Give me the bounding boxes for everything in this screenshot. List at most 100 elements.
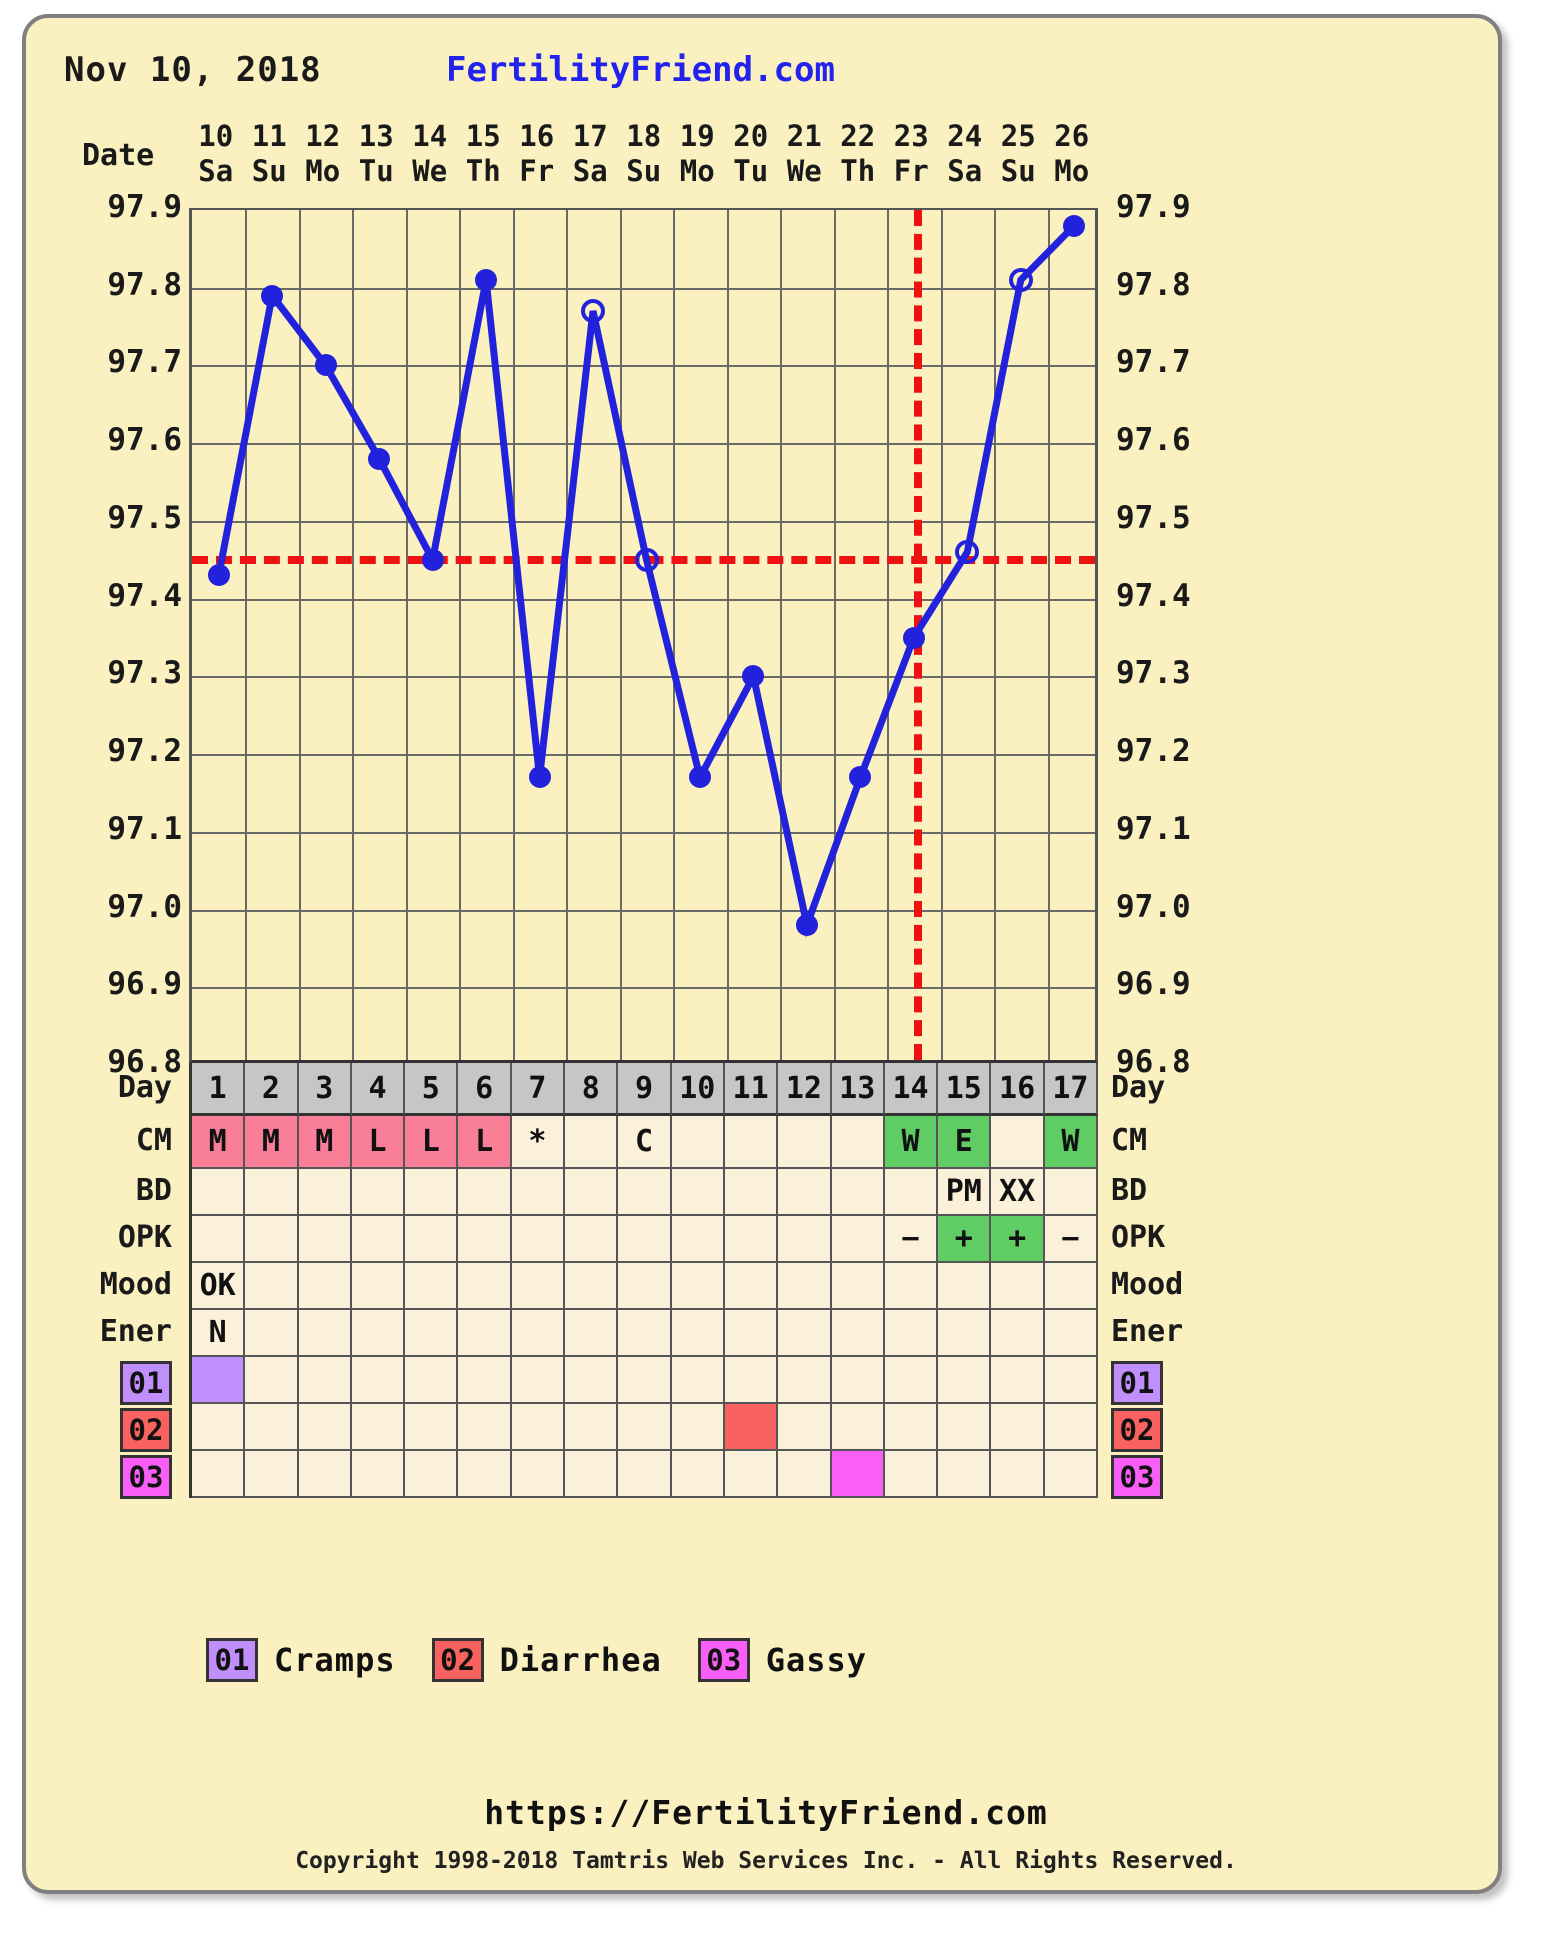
table-cell[interactable]: L	[405, 1116, 459, 1169]
temperature-point[interactable]	[955, 540, 980, 564]
table-cell[interactable]	[778, 1357, 832, 1404]
table-cell[interactable]	[245, 1357, 299, 1404]
table-cell[interactable]	[351, 1357, 406, 1404]
table-cell[interactable]	[991, 1404, 1045, 1451]
table-cell[interactable]	[778, 1451, 832, 1498]
table-cell[interactable]	[245, 1216, 299, 1263]
table-cell[interactable]	[1044, 1404, 1099, 1451]
table-cell[interactable]: 8	[565, 1063, 619, 1116]
table-cell[interactable]: 1	[192, 1063, 246, 1116]
table-cell[interactable]	[405, 1357, 459, 1404]
table-cell[interactable]	[618, 1404, 672, 1451]
table-cell[interactable]	[671, 1310, 725, 1357]
table-cell[interactable]	[778, 1310, 832, 1357]
table-cell[interactable]	[884, 1451, 939, 1498]
table-cell[interactable]	[405, 1310, 459, 1357]
table-cell[interactable]	[298, 1310, 352, 1357]
table-cell[interactable]	[778, 1169, 832, 1216]
temperature-point[interactable]	[1008, 267, 1033, 292]
table-cell[interactable]	[724, 1216, 779, 1263]
table-cell[interactable]	[938, 1357, 992, 1404]
table-cell[interactable]	[831, 1310, 885, 1357]
table-cell[interactable]	[831, 1357, 885, 1404]
table-cell[interactable]: 2	[245, 1063, 299, 1116]
temperature-point[interactable]	[688, 766, 711, 789]
table-cell[interactable]	[298, 1169, 352, 1216]
table-cell[interactable]	[245, 1310, 299, 1357]
table-cell[interactable]	[1044, 1451, 1099, 1498]
table-cell[interactable]	[778, 1116, 832, 1169]
table-cell[interactable]	[618, 1310, 672, 1357]
table-cell[interactable]	[938, 1310, 992, 1357]
table-cell[interactable]	[831, 1216, 885, 1263]
temperature-point[interactable]	[902, 626, 925, 649]
table-cell[interactable]: L	[458, 1116, 512, 1169]
table-cell[interactable]	[884, 1263, 939, 1310]
table-cell[interactable]: N	[192, 1310, 246, 1357]
table-cell[interactable]	[351, 1310, 406, 1357]
table-cell[interactable]	[671, 1169, 725, 1216]
table-cell[interactable]	[991, 1116, 1045, 1169]
table-cell[interactable]: −	[884, 1216, 939, 1263]
table-cell[interactable]	[831, 1404, 885, 1451]
table-cell[interactable]	[351, 1263, 406, 1310]
table-cell[interactable]	[458, 1216, 512, 1263]
table-cell[interactable]	[565, 1169, 619, 1216]
table-cell[interactable]	[458, 1169, 512, 1216]
temperature-point[interactable]	[475, 268, 498, 291]
table-cell[interactable]	[778, 1404, 832, 1451]
table-cell[interactable]	[1044, 1357, 1099, 1404]
table-cell[interactable]	[724, 1357, 779, 1404]
table-cell[interactable]	[511, 1216, 566, 1263]
table-cell[interactable]	[991, 1263, 1045, 1310]
table-cell[interactable]	[511, 1310, 566, 1357]
table-cell[interactable]	[991, 1357, 1045, 1404]
footer-url[interactable]: https://FertilityFriend.com	[484, 1793, 1048, 1832]
table-cell[interactable]	[298, 1404, 352, 1451]
table-cell[interactable]: 10	[671, 1063, 725, 1116]
table-cell[interactable]	[458, 1451, 512, 1498]
temperature-point[interactable]	[207, 564, 230, 587]
table-cell[interactable]	[831, 1169, 885, 1216]
table-cell[interactable]: *	[511, 1116, 566, 1169]
table-cell[interactable]	[724, 1310, 779, 1357]
table-cell[interactable]: 3	[298, 1063, 352, 1116]
table-cell[interactable]	[511, 1404, 566, 1451]
table-cell[interactable]	[298, 1451, 352, 1498]
table-cell[interactable]	[511, 1357, 566, 1404]
table-cell[interactable]	[991, 1310, 1045, 1357]
table-cell[interactable]	[831, 1116, 885, 1169]
table-cell[interactable]	[938, 1404, 992, 1451]
table-cell[interactable]	[458, 1263, 512, 1310]
table-cell[interactable]	[671, 1263, 725, 1310]
temperature-point[interactable]	[849, 766, 872, 789]
table-cell[interactable]	[351, 1169, 406, 1216]
table-cell[interactable]	[405, 1404, 459, 1451]
table-cell[interactable]	[458, 1357, 512, 1404]
table-cell[interactable]	[1044, 1169, 1099, 1216]
table-cell[interactable]	[724, 1263, 779, 1310]
table-cell[interactable]	[192, 1216, 246, 1263]
table-cell[interactable]	[1044, 1310, 1099, 1357]
temperature-point[interactable]	[795, 914, 818, 937]
table-cell[interactable]	[884, 1357, 939, 1404]
table-cell[interactable]: L	[351, 1116, 406, 1169]
table-cell[interactable]	[565, 1357, 619, 1404]
table-cell[interactable]	[565, 1404, 619, 1451]
table-cell[interactable]	[298, 1357, 352, 1404]
table-cell[interactable]: E	[938, 1116, 992, 1169]
table-cell[interactable]	[245, 1263, 299, 1310]
table-cell[interactable]	[724, 1169, 779, 1216]
table-cell[interactable]: XX	[991, 1169, 1045, 1216]
table-cell[interactable]: 6	[458, 1063, 512, 1116]
table-cell[interactable]: M	[298, 1116, 352, 1169]
table-cell[interactable]: 15	[938, 1063, 992, 1116]
table-cell[interactable]	[565, 1263, 619, 1310]
table-cell[interactable]: M	[245, 1116, 299, 1169]
table-cell[interactable]	[245, 1169, 299, 1216]
table-cell[interactable]	[938, 1263, 992, 1310]
table-cell[interactable]	[192, 1357, 246, 1404]
table-cell[interactable]	[351, 1216, 406, 1263]
table-cell[interactable]: 4	[351, 1063, 406, 1116]
table-cell[interactable]	[1044, 1263, 1099, 1310]
